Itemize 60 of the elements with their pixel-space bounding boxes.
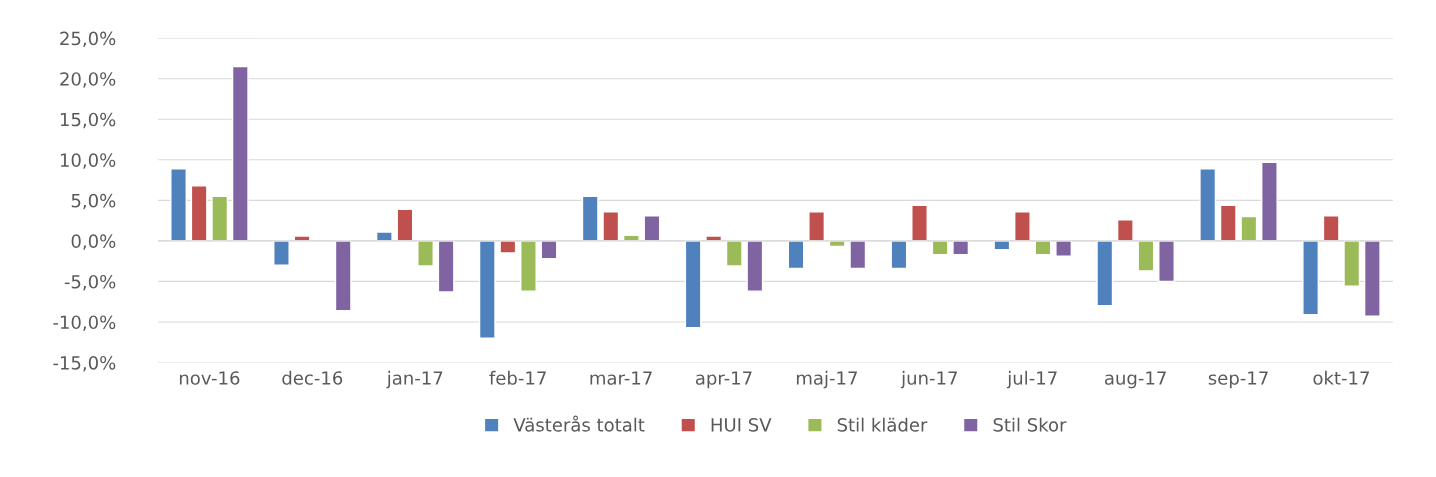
bar: [602, 210, 620, 242]
x-tick-label: maj-17: [796, 370, 857, 389]
x-tick-label: nov-16: [179, 371, 240, 385]
x-tick-label: jun-17: [900, 370, 957, 389]
bar: [1096, 240, 1114, 307]
bar: [1137, 240, 1155, 272]
bar: [1302, 240, 1320, 316]
x-tick-label: dec-16: [282, 370, 343, 385]
bar: [170, 168, 187, 242]
bar: [190, 185, 208, 242]
bar: [1014, 210, 1031, 242]
bar: [911, 204, 928, 242]
bar: [417, 240, 434, 267]
y-tick-label: 5,0%: [71, 193, 116, 210]
bar: [684, 240, 702, 329]
bar: [334, 240, 352, 312]
y-tick-label: -10,0%: [53, 315, 116, 331]
bar: [1158, 240, 1175, 283]
bar: [1199, 168, 1217, 242]
bar: [581, 195, 599, 242]
bar: [211, 195, 229, 242]
bar: [520, 240, 537, 292]
bar: [1219, 204, 1237, 242]
legend-label: Västerås totalt: [513, 415, 645, 432]
y-tick-label: -5,0%: [64, 274, 116, 291]
legend-label: HUI SV: [711, 418, 772, 432]
bar: [1240, 215, 1258, 242]
y-tick-label: 15,0%: [60, 112, 116, 129]
bar: [1343, 240, 1361, 287]
y-tick-label: 0,0%: [71, 234, 116, 250]
bar: [643, 215, 661, 242]
bar: [1322, 215, 1340, 242]
bar: [499, 240, 517, 254]
y-tick-label: 10,0%: [60, 153, 116, 169]
y-tick-label: 25,0%: [60, 31, 116, 48]
x-tick-label: okt-17: [1313, 370, 1369, 385]
x-tick-label: aug-17: [1104, 371, 1166, 389]
bar: [478, 240, 496, 339]
bar: [437, 240, 455, 293]
bar: [1055, 240, 1073, 257]
bar: [725, 240, 743, 267]
bar: [396, 208, 414, 242]
bar: [849, 240, 867, 270]
x-tick-label: sep-17: [1208, 371, 1268, 389]
x-tick-label: feb-17: [489, 370, 546, 385]
y-tick-label: 20,0%: [60, 72, 116, 88]
legend-label: Stil kläder: [837, 417, 928, 432]
legend-label: Stil Skor: [993, 417, 1067, 432]
x-tick-label: apr-17: [695, 371, 752, 389]
bar: [808, 210, 826, 242]
y-tick-label: -15,0%: [53, 355, 116, 372]
x-tick-label: jan-17: [386, 370, 443, 389]
bar: [1116, 219, 1134, 242]
bar: [1363, 240, 1381, 317]
bar: [1261, 161, 1278, 242]
x-tick-label: jul-17: [1006, 370, 1057, 389]
bar: [273, 240, 290, 266]
bar: [231, 65, 249, 242]
x-tick-label: mar-17: [590, 371, 652, 385]
bar: [746, 240, 764, 292]
